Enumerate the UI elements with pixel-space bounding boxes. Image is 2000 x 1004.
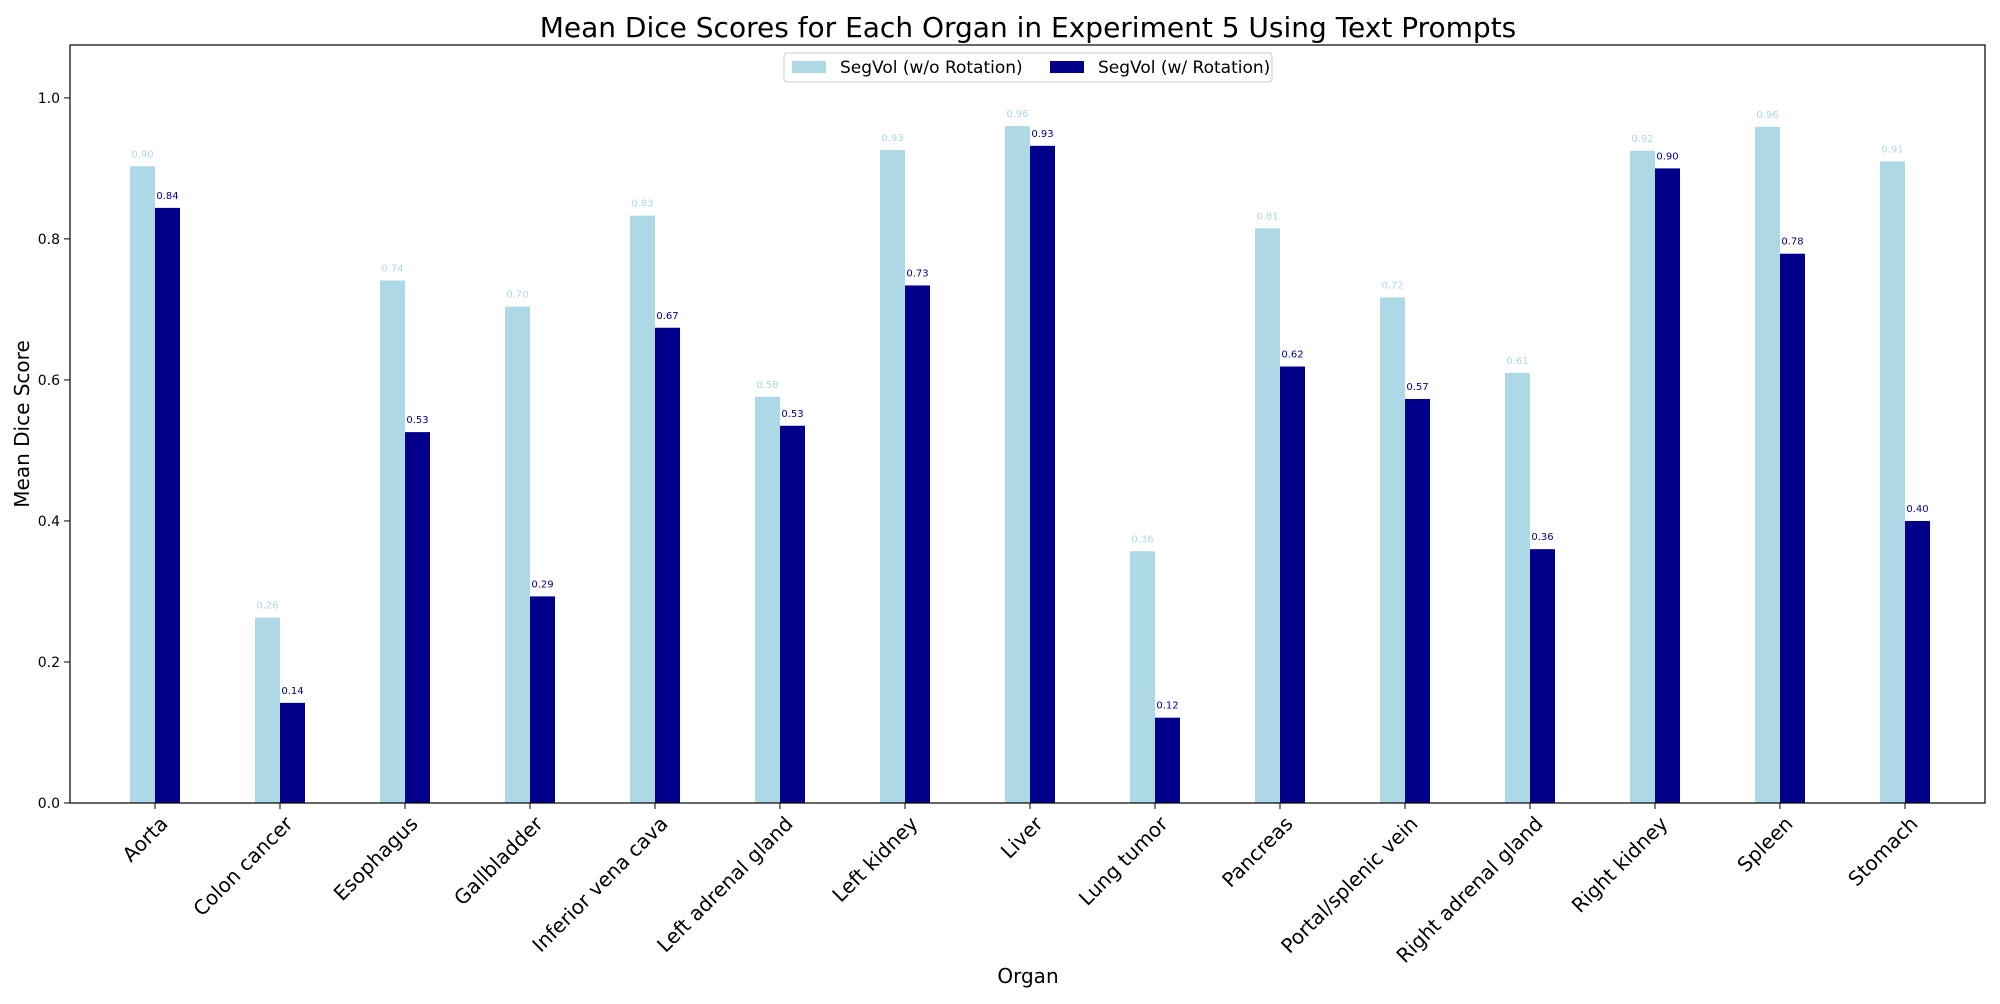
value-label-without-rotation-portal-splenic-vein: 0.72 [1381, 280, 1403, 291]
legend-swatch-with-rotation [1050, 61, 1084, 73]
value-label-without-rotation-inferior-vena-cava: 0.83 [631, 199, 653, 210]
y-tick-label: 0.4 [38, 514, 60, 530]
x-tick-label-left-adrenal-gland: Left adrenal gland [652, 812, 797, 957]
bar-with-rotation-right-adrenal-gland [1530, 549, 1555, 803]
bar-without-rotation-gallbladder [505, 306, 530, 803]
x-tick-label-esophagus: Esophagus [329, 812, 423, 906]
x-tick-label-stomach: Stomach [1843, 812, 1922, 891]
y-axis-title: Mean Dice Score [10, 340, 34, 507]
x-tick-label-pancreas: Pancreas [1217, 812, 1298, 893]
bar-with-rotation-pancreas [1280, 366, 1305, 803]
x-tick-label-left-kidney: Left kidney [827, 811, 922, 906]
x-tick-label-inferior-vena-cava: Inferior vena cava [527, 812, 672, 957]
value-labels-layer: 0.90 0.84 0.26 0.14 0.74 0.53 0.70 0.29 0.83 0.67… [131, 109, 1928, 712]
bar-with-rotation-inferior-vena-cava [655, 327, 680, 803]
bar-with-rotation-lung-tumor [1155, 717, 1180, 803]
value-label-without-rotation-gallbladder: 0.70 [506, 290, 528, 301]
bar-without-rotation-right-kidney [1630, 150, 1655, 803]
legend-label-without-rotation: SegVol (w/o Rotation) [840, 58, 1023, 78]
bar-without-rotation-spleen [1755, 126, 1780, 804]
x-tick-label-portal-splenic-vein: Portal/splenic vein [1276, 812, 1422, 958]
bar-with-rotation-left-adrenal-gland [780, 425, 805, 803]
value-label-with-rotation-stomach: 0.40 [1906, 504, 1928, 515]
value-label-without-rotation-pancreas: 0.81 [1256, 211, 1278, 222]
chart-title: Mean Dice Scores for Each Organ in Exper… [540, 11, 1517, 44]
value-label-with-rotation-colon-cancer: 0.14 [281, 686, 303, 697]
value-label-without-rotation-lung-tumor: 0.36 [1131, 534, 1153, 545]
bar-without-rotation-stomach [1880, 161, 1905, 804]
legend-frame [783, 52, 1273, 83]
y-tick-label: 0.0 [38, 796, 60, 812]
bar-without-rotation-pancreas [1255, 228, 1280, 804]
value-label-with-rotation-portal-splenic-vein: 0.57 [1406, 382, 1428, 393]
y-axis: 0.0 0.2 0.4 0.6 0.8 1.0 [38, 91, 70, 812]
value-label-without-rotation-esophagus: 0.74 [381, 264, 403, 275]
bars-layer [130, 126, 1930, 804]
y-tick-label: 0.8 [38, 232, 60, 248]
bar-without-rotation-left-adrenal-gland [755, 396, 780, 803]
bar-without-rotation-aorta [130, 166, 155, 803]
legend-swatch-without-rotation [792, 61, 826, 73]
value-label-without-rotation-liver: 0.96 [1006, 109, 1028, 120]
bar-without-rotation-colon-cancer [255, 617, 280, 803]
value-label-with-rotation-lung-tumor: 0.12 [1156, 701, 1178, 712]
bar-without-rotation-portal-splenic-vein [1380, 297, 1405, 803]
value-label-without-rotation-aorta: 0.90 [131, 149, 153, 160]
bar-with-rotation-liver [1030, 145, 1055, 803]
x-axis: Aorta Colon cancer Esophagus GallbladderInf… [117, 803, 1923, 968]
y-tick-label: 0.2 [38, 655, 60, 671]
x-tick-label-lung-tumor: Lung tumor [1074, 811, 1173, 910]
value-label-with-rotation-aorta: 0.84 [156, 191, 178, 202]
value-label-with-rotation-left-kidney: 0.73 [906, 268, 928, 279]
bar-without-rotation-right-adrenal-gland [1505, 372, 1530, 803]
bar-with-rotation-aorta [155, 207, 180, 804]
x-tick-label-aorta: Aorta [117, 812, 172, 867]
value-label-with-rotation-pancreas: 0.62 [1281, 350, 1303, 361]
x-tick-label-liver: Liver [996, 811, 1048, 863]
value-label-without-rotation-right-kidney: 0.92 [1631, 134, 1653, 145]
value-label-with-rotation-liver: 0.93 [1031, 129, 1053, 140]
value-label-with-rotation-esophagus: 0.53 [406, 415, 428, 426]
x-tick-label-right-kidney: Right kidney [1567, 811, 1673, 917]
value-label-without-rotation-right-adrenal-gland: 0.61 [1506, 356, 1528, 367]
legend: SegVol (w/o Rotation) SegVol (w/ Rotatio… [783, 52, 1273, 83]
bar-with-rotation-left-kidney [905, 285, 930, 803]
y-tick-label: 0.6 [38, 373, 60, 389]
bar-with-rotation-right-kidney [1655, 168, 1680, 803]
bar-without-rotation-lung-tumor [1130, 551, 1155, 803]
bar-without-rotation-liver [1005, 126, 1030, 803]
x-axis-title: Organ [997, 964, 1058, 988]
bar-with-rotation-esophagus [405, 432, 430, 803]
bar-with-rotation-portal-splenic-vein [1405, 398, 1430, 803]
bar-without-rotation-inferior-vena-cava [630, 215, 655, 804]
legend-label-with-rotation: SegVol (w/ Rotation) [1098, 58, 1270, 78]
value-label-with-rotation-right-adrenal-gland: 0.36 [1531, 532, 1553, 543]
plot-frame [69, 44, 1986, 804]
bar-with-rotation-spleen [1780, 253, 1805, 803]
x-tick-label-spleen: Spleen [1732, 812, 1797, 877]
value-label-with-rotation-gallbladder: 0.29 [531, 579, 553, 590]
x-tick-label-colon-cancer: Colon cancer [188, 811, 298, 921]
bar-with-rotation-colon-cancer [280, 702, 305, 803]
x-tick-label-gallbladder: Gallbladder [449, 811, 548, 910]
bar-without-rotation-left-kidney [880, 150, 905, 804]
value-label-with-rotation-inferior-vena-cava: 0.67 [656, 311, 678, 322]
value-label-without-rotation-left-kidney: 0.93 [881, 133, 903, 144]
value-label-without-rotation-stomach: 0.91 [1881, 144, 1903, 155]
bar-with-rotation-stomach [1905, 520, 1930, 803]
value-label-with-rotation-right-kidney: 0.90 [1656, 151, 1678, 162]
value-label-with-rotation-spleen: 0.78 [1781, 237, 1803, 248]
value-label-without-rotation-spleen: 0.96 [1756, 110, 1778, 121]
value-label-with-rotation-left-adrenal-gland: 0.53 [781, 409, 803, 420]
y-tick-label: 1.0 [38, 91, 60, 107]
bar-without-rotation-esophagus [380, 280, 405, 803]
bar-with-rotation-gallbladder [530, 596, 555, 803]
value-label-without-rotation-colon-cancer: 0.26 [256, 601, 278, 612]
value-label-without-rotation-left-adrenal-gland: 0.58 [756, 380, 778, 391]
